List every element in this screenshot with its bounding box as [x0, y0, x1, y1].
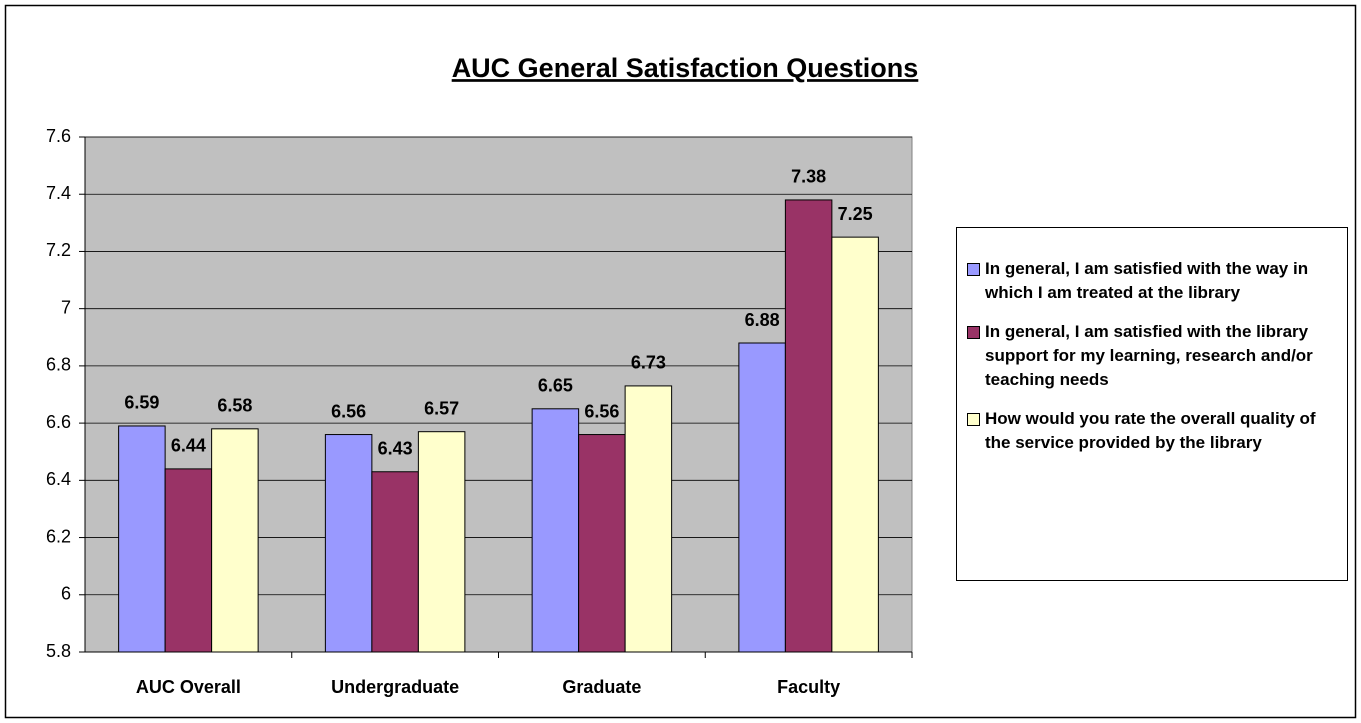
- legend-label: In general, I am satisfied with the way …: [985, 259, 1309, 302]
- bar: [371, 471, 419, 653]
- bar: [831, 236, 879, 653]
- chart-title: AUC General Satisfaction Questions: [452, 53, 919, 83]
- legend-item: In general, I am satisfied with the way …: [967, 257, 1339, 305]
- data-label: 6.44: [171, 436, 206, 456]
- bar: [784, 199, 833, 653]
- y-tick-label: 7.4: [46, 183, 71, 203]
- y-tick-label: 6: [61, 584, 71, 604]
- y-tick-label: 7: [61, 297, 71, 317]
- bar: [578, 434, 626, 653]
- y-tick-label: 6.2: [46, 526, 71, 546]
- legend-label: In general, I am satisfied with the libr…: [985, 322, 1313, 389]
- bar: [164, 468, 213, 653]
- data-label: 6.57: [424, 398, 459, 418]
- x-tick-label: Graduate: [562, 677, 641, 697]
- legend-swatch: [967, 326, 980, 339]
- bar: [531, 408, 580, 653]
- data-label: 6.58: [217, 396, 252, 416]
- data-label: 6.43: [378, 439, 413, 459]
- data-label: 6.56: [331, 401, 366, 421]
- data-label: 7.25: [838, 204, 873, 224]
- data-label: 6.59: [124, 393, 159, 413]
- data-label: 7.38: [791, 167, 826, 187]
- bar: [118, 425, 166, 653]
- legend-swatch: [967, 413, 980, 426]
- legend-label: How would you rate the overall quality o…: [985, 409, 1316, 452]
- y-tick-label: 6.8: [46, 355, 71, 375]
- bar: [324, 434, 373, 653]
- data-label: 6.56: [584, 401, 619, 421]
- legend-item: How would you rate the overall quality o…: [967, 407, 1339, 455]
- bar: [211, 428, 259, 653]
- data-label: 6.73: [631, 353, 666, 373]
- legend-swatch: [967, 263, 980, 276]
- bar: [417, 431, 466, 653]
- bar: [624, 385, 673, 653]
- bar: [738, 342, 786, 653]
- y-tick-label: 6.4: [46, 469, 71, 489]
- data-label: 6.88: [745, 310, 780, 330]
- x-tick-label: Undergraduate: [331, 677, 459, 697]
- y-tick-label: 5.8: [46, 641, 71, 661]
- y-tick-label: 6.6: [46, 412, 71, 432]
- x-tick-label: AUC Overall: [136, 677, 241, 697]
- x-tick-label: Faculty: [777, 677, 840, 697]
- data-label: 6.65: [538, 376, 573, 396]
- y-tick-label: 7.6: [46, 126, 71, 146]
- legend: In general, I am satisfied with the way …: [956, 227, 1348, 581]
- y-tick-label: 7.2: [46, 240, 71, 260]
- legend-item: In general, I am satisfied with the libr…: [967, 320, 1339, 392]
